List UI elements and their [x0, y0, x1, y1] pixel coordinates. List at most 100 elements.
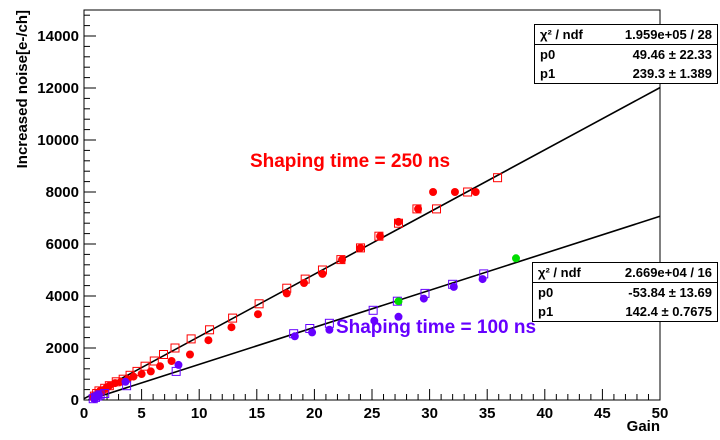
data-point-square [368, 305, 378, 315]
data-point-circle [129, 372, 138, 381]
x-tick-label: 40 [536, 405, 553, 422]
fit-line [88, 215, 661, 401]
y-tick-label: 4000 [46, 288, 79, 305]
data-point-square [479, 269, 489, 279]
data-point-square [463, 187, 473, 197]
data-point-circle [156, 362, 165, 371]
data-point-square [228, 313, 238, 323]
y-tick-label: 12000 [37, 80, 79, 97]
data-point-square [170, 343, 180, 353]
data-point-square [149, 356, 159, 366]
fit-stats-box-250ns: χ² / ndf 1.959e+05 / 28 p0 49.46 ± 22.33 p… [534, 24, 718, 84]
tick-labels: 0 5 10 15 20 25 30 35 40 45 50 0 2000 4000 6000 8000 100… [37, 28, 668, 422]
y-tick-label: 0 [71, 392, 79, 409]
data-point-square [336, 255, 346, 265]
y-tick-label: 8000 [46, 184, 79, 201]
data-point-circle [185, 350, 194, 359]
annotation-250ns: Shaping time = 250 ns [250, 151, 450, 172]
data-point-square [158, 350, 168, 359]
x-tick-label: 30 [421, 405, 438, 422]
data-point-circle [338, 255, 347, 264]
data-point-circle [356, 243, 365, 252]
data-point-square [93, 391, 103, 401]
stat-value: 142.4 ± 0.7675 [625, 304, 712, 319]
data-point-square [186, 334, 196, 344]
fit-stats-box-100ns: χ² / ndf 2.669e+04 / 16 p0 -53.84 ± 13.69 … [532, 262, 718, 322]
data-point-circle [376, 232, 385, 241]
data-point-circle [419, 294, 428, 303]
data-point-square [493, 173, 503, 183]
data-point-square [432, 204, 442, 214]
data-point-square [420, 288, 430, 298]
stat-value: 1.959e+05 / 28 [624, 27, 712, 42]
data-point-circle [137, 370, 146, 378]
x-tick-label: 15 [248, 405, 265, 422]
y-tick-label: 10000 [37, 132, 79, 149]
data-point-square [317, 265, 327, 275]
data-point-circle [394, 217, 403, 226]
stat-row: χ² / ndf 2.669e+04 / 16 [533, 263, 717, 283]
data-point-circle [290, 332, 299, 341]
x-tick-label: 25 [364, 405, 381, 422]
data-point-square [412, 204, 422, 214]
data-point-circle [253, 310, 262, 319]
data-point-circle [282, 289, 291, 298]
x-tick-label: 5 [137, 405, 145, 422]
stat-row: p0 49.46 ± 22.33 [535, 45, 717, 64]
fit-line [83, 86, 661, 400]
y-tick-label: 6000 [46, 236, 79, 253]
data-point-square [393, 218, 403, 228]
stat-row: χ² / ndf 1.959e+05 / 28 [535, 25, 717, 45]
data-point-square [132, 366, 142, 376]
data-point-square [448, 279, 458, 289]
data-point-square [95, 390, 105, 400]
stat-value: 49.46 ± 22.33 [632, 47, 712, 62]
data-point-circle [167, 357, 176, 365]
stat-value: 2.669e+04 / 16 [624, 265, 712, 280]
axis-ticks [83, 14, 661, 401]
data-point-square [300, 274, 310, 284]
data-point-circle [478, 275, 487, 284]
stat-value: -53.84 ± 13.69 [628, 285, 712, 300]
data-point-circle [204, 336, 213, 345]
stat-key: χ² / ndf [538, 265, 581, 280]
data-point-square [140, 361, 150, 371]
annotation-100ns: Shaping time = 100 ns [336, 317, 536, 338]
x-axis-title: Gain [627, 418, 660, 435]
data-point-square [305, 324, 315, 333]
x-tick-label: 0 [80, 405, 88, 422]
data-point-circle [429, 188, 438, 196]
x-tick-label: 45 [594, 405, 611, 422]
x-tick-label: 50 [652, 405, 669, 422]
data-point-circle [512, 254, 520, 263]
data-point-circle [146, 367, 155, 376]
data-point-square [355, 243, 365, 253]
data-point-circle [394, 312, 403, 321]
y-tick-label: 2000 [46, 340, 79, 357]
x-tick-label: 35 [479, 405, 496, 422]
data-point-circle [471, 188, 480, 196]
data-point-square [254, 299, 264, 309]
stat-key: p1 [538, 304, 554, 319]
stat-key: p0 [538, 285, 554, 300]
data-point-square [205, 325, 215, 335]
stat-value: 239.3 ± 1.389 [632, 66, 712, 81]
stat-row: p1 142.4 ± 0.7675 [533, 302, 717, 321]
data-point-square [324, 318, 334, 328]
x-tick-label: 10 [191, 405, 208, 422]
stat-row: p1 239.3 ± 1.389 [535, 64, 717, 83]
stat-row: p0 -53.84 ± 13.69 [533, 283, 717, 302]
stat-key: χ² / ndf [540, 27, 583, 42]
data-point-square [100, 389, 110, 398]
data-point-square [122, 381, 132, 391]
data-point-circle [414, 204, 423, 213]
data-point-square [282, 283, 292, 293]
data-point-square [289, 329, 299, 339]
data-point-square [91, 392, 101, 402]
data-points [88, 173, 520, 404]
data-point-square [374, 231, 384, 241]
data-point-circle [450, 188, 459, 196]
data-point-circle [394, 297, 403, 306]
fit-lines [83, 86, 661, 401]
